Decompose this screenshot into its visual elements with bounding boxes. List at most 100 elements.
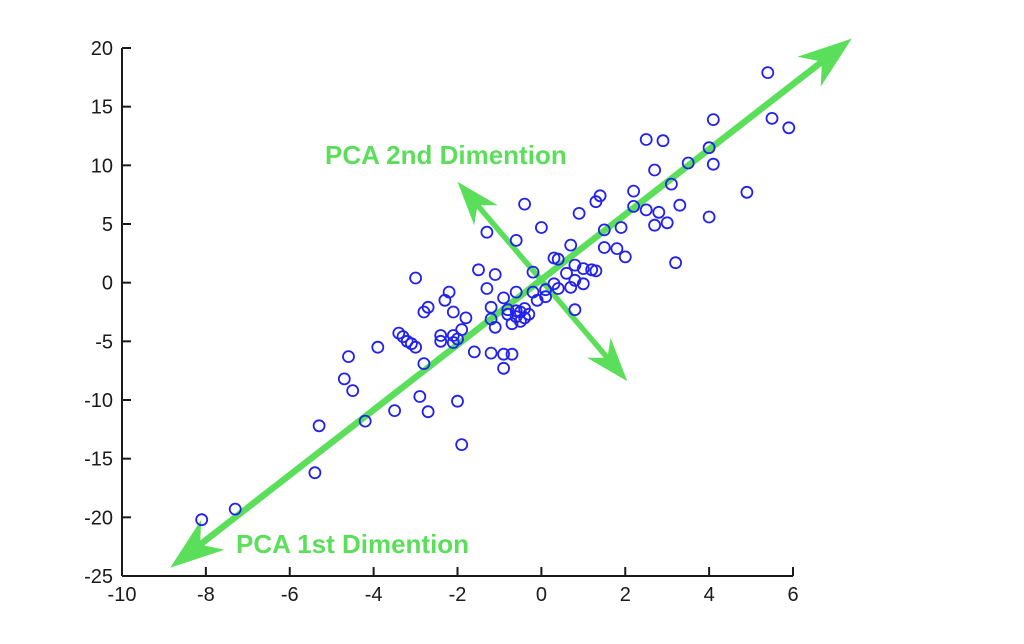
data-point [509,233,523,247]
data-point [455,438,469,452]
data-point [472,263,485,277]
y-tick-label: 10 [91,155,113,177]
x-tick-label: -6 [281,584,299,606]
y-tick-label: 20 [91,38,113,60]
data-point [656,134,670,148]
data-point [648,218,661,232]
data-point [434,329,448,342]
pca-2nd-dimension-arrow-shaft [472,200,613,363]
data-point [514,314,527,328]
data-point [467,345,481,359]
x-tick-label: 4 [704,584,715,606]
y-tick-label: 0 [102,273,113,295]
x-tick-label: 0 [536,584,547,606]
data-point [627,184,640,198]
data-point [702,210,716,224]
data-point [505,347,519,361]
data-point [451,332,464,346]
data-point [480,282,494,295]
x-tick-label: -2 [449,584,467,606]
data-point [539,290,552,304]
data-point [568,258,582,272]
data-point [497,291,511,305]
data-point [597,223,611,237]
pca-2nd-dimension-arrow-head-2 [587,337,628,382]
pca-1st-dimension-label: PCA 1st Dimention [236,529,470,559]
data-point [526,265,540,279]
data-point [618,250,632,264]
data-point [706,113,720,126]
data-point [417,305,431,319]
data-point [413,390,427,403]
data-point [564,280,578,294]
data-point [551,282,565,295]
data-point [509,285,523,299]
data-point [371,340,385,354]
data-point [627,199,640,213]
data-point [572,206,586,220]
data-point [501,303,515,317]
data-point [681,156,695,170]
data-point [451,394,464,408]
data-point [346,384,360,398]
data-point [597,241,611,254]
y-tick-label: -5 [95,331,113,353]
data-point [342,350,355,364]
data-point [535,221,548,234]
data-point [518,197,531,211]
pca-2nd-dimension-arrow-head-1 [457,181,498,226]
data-point [409,271,423,285]
y-tick-label: 15 [91,97,113,119]
x-tick-label: 2 [620,584,631,606]
data-point [505,317,519,331]
y-tick-label: -20 [84,507,113,529]
data-point [497,347,511,361]
data-point [614,221,628,234]
x-tick-label: -10 [108,584,137,606]
y-tick-label: 5 [102,214,113,236]
data-point [765,112,779,125]
x-tick-label: -8 [197,584,215,606]
data-point [337,372,351,386]
data-point [660,216,674,230]
data-point [593,189,607,203]
pca-1st-dimension-arrow-head-2 [797,38,852,87]
data-point [669,256,682,270]
data-point [421,405,435,419]
data-point [648,163,661,177]
data-point [673,198,687,212]
data-point [409,340,423,354]
data-point [761,66,775,79]
data-point [484,300,498,314]
data-point [434,334,448,348]
data-point [564,238,578,252]
data-point [509,304,523,318]
data-point [576,277,590,291]
data-point [610,242,624,256]
data-point [480,225,494,239]
data-point [568,273,582,287]
data-point [665,177,678,191]
data-point [459,311,473,325]
pca-1st-dimension-arrow-shaft [193,55,829,551]
data-point [539,283,552,297]
data-point [312,419,326,433]
data-point [446,305,460,319]
data-point [740,185,754,199]
data-point [518,302,531,315]
x-tick-label: 6 [787,584,798,606]
data-point [706,157,720,171]
data-point [560,266,573,280]
y-tick-label: -10 [84,390,113,412]
data-point [308,466,322,480]
data-point [576,262,590,276]
data-point [484,346,498,360]
data-point [568,303,582,317]
data-point [358,414,372,428]
data-point [195,513,209,527]
data-point [702,141,716,155]
pca-2nd-dimension-label: PCA 2nd Dimention [325,140,567,170]
data-point [438,293,452,307]
